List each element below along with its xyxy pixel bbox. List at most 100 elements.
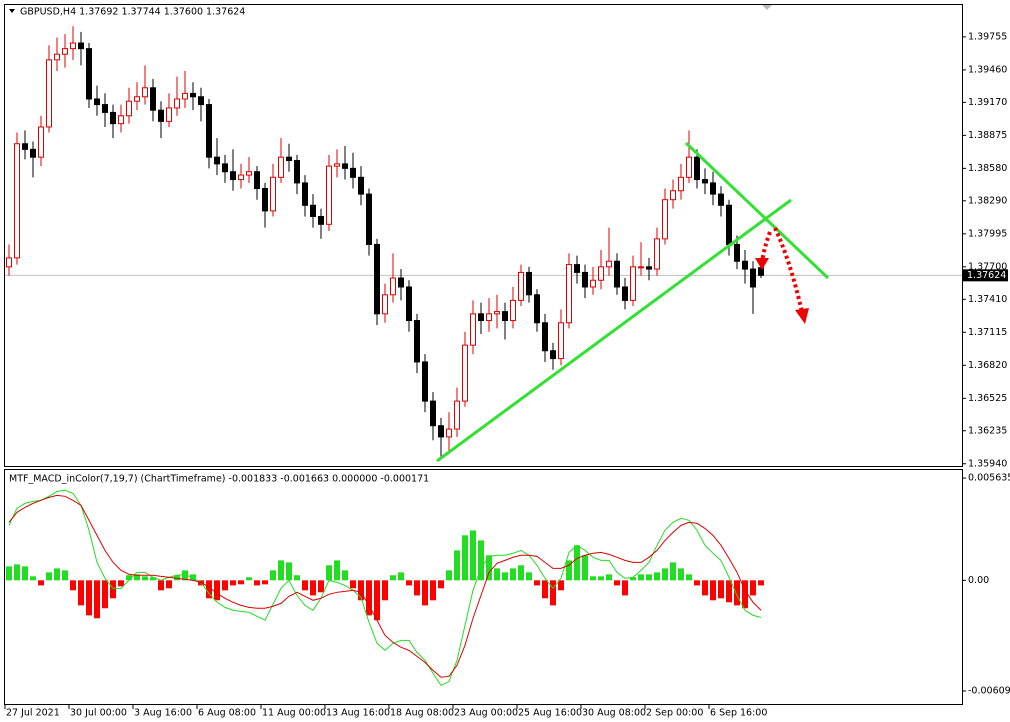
histogram-bar bbox=[758, 580, 764, 586]
histogram-bar bbox=[702, 580, 708, 596]
histogram-bar bbox=[430, 580, 436, 601]
candle-body bbox=[14, 143, 20, 259]
x-tick-label: 30 Aug 08:00 bbox=[582, 708, 646, 719]
macd-line bbox=[8, 494, 762, 678]
candle-body bbox=[142, 87, 148, 98]
histogram-bar bbox=[374, 580, 380, 621]
histogram-bar bbox=[54, 568, 60, 581]
histogram-bar bbox=[582, 555, 588, 581]
y-tick-label: 1.36235 bbox=[968, 425, 1007, 436]
candle-body bbox=[438, 425, 444, 438]
candle-body bbox=[470, 313, 476, 346]
histogram-bar bbox=[550, 580, 556, 606]
histogram-bar bbox=[526, 572, 532, 581]
histogram-bar bbox=[414, 580, 420, 596]
histogram-bar bbox=[262, 580, 268, 585]
candle-body bbox=[70, 42, 76, 50]
candle-body bbox=[486, 313, 492, 322]
histogram-bar bbox=[542, 580, 548, 599]
histogram-bar bbox=[422, 580, 428, 606]
histogram-bar bbox=[166, 580, 172, 589]
y-tick-label: 1.38580 bbox=[968, 163, 1007, 174]
candle-body bbox=[150, 87, 156, 111]
histogram-bar bbox=[38, 580, 44, 586]
histogram-bar bbox=[150, 577, 156, 581]
candle-body bbox=[630, 266, 636, 301]
histogram-bar bbox=[126, 575, 132, 581]
histogram-bar bbox=[214, 580, 220, 601]
y-tick-label: 1.39460 bbox=[968, 64, 1007, 75]
annotations bbox=[436, 141, 830, 463]
price-panel bbox=[4, 4, 963, 467]
histogram-bar bbox=[46, 572, 52, 581]
candle-body bbox=[614, 260, 620, 288]
x-tick-label: 11 Aug 00:00 bbox=[262, 708, 326, 719]
x-tick-label: 2 Sep 00:00 bbox=[646, 708, 703, 719]
candle-body bbox=[750, 268, 756, 288]
histogram-bar bbox=[22, 566, 28, 581]
candle-body bbox=[38, 126, 44, 158]
shift-marker bbox=[762, 5, 772, 10]
histogram-bar bbox=[6, 566, 12, 581]
candle-body bbox=[94, 98, 100, 106]
arrow-head bbox=[795, 308, 809, 324]
histogram-bar bbox=[494, 568, 500, 581]
histogram-bar bbox=[462, 535, 468, 581]
y-tick-label: 1.37115 bbox=[968, 327, 1007, 338]
candle-body bbox=[190, 92, 196, 98]
histogram-bar bbox=[622, 580, 628, 596]
y-tick-label: 1.38875 bbox=[968, 130, 1007, 141]
histogram-bar bbox=[438, 580, 444, 589]
candle-body bbox=[158, 109, 164, 122]
candle-body bbox=[598, 266, 604, 281]
histogram-bar bbox=[694, 580, 700, 586]
candle-body bbox=[638, 266, 644, 269]
candle-body bbox=[134, 96, 140, 102]
candle-body bbox=[398, 277, 404, 288]
histogram-bar bbox=[110, 580, 116, 599]
histogram-bar bbox=[350, 580, 356, 589]
arrow-long bbox=[773, 227, 804, 313]
candle-body bbox=[382, 294, 388, 315]
histogram-bar bbox=[606, 574, 612, 581]
candle-body bbox=[622, 286, 628, 301]
histogram-bar bbox=[566, 560, 572, 581]
menu-arrow[interactable] bbox=[9, 9, 15, 13]
candle-body bbox=[182, 92, 188, 100]
candle-body bbox=[286, 156, 292, 162]
histogram-bar bbox=[638, 574, 644, 581]
y-tick-label: 1.39755 bbox=[968, 31, 1007, 42]
histogram-bar bbox=[334, 560, 340, 581]
histogram-bar bbox=[406, 580, 412, 586]
candle-body bbox=[646, 266, 652, 270]
candle-body bbox=[102, 104, 108, 113]
y-tick-label: 1.39170 bbox=[968, 97, 1007, 108]
histogram-bar bbox=[366, 580, 372, 616]
candle-body bbox=[230, 171, 236, 181]
histogram-bar bbox=[726, 580, 732, 603]
resistance-trendline bbox=[684, 141, 830, 280]
histogram-bar bbox=[70, 580, 76, 591]
candle-body bbox=[526, 271, 532, 296]
candle-body bbox=[558, 322, 564, 360]
y-tick-label: 0.00 bbox=[968, 575, 989, 586]
histogram-bar bbox=[78, 580, 84, 606]
x-tick-label: 30 Jul 00:00 bbox=[70, 708, 127, 719]
y-tick-label: 1.37410 bbox=[968, 294, 1007, 305]
histogram-bar bbox=[470, 530, 476, 581]
y-tick-label: 1.35940 bbox=[968, 458, 1007, 469]
candle-body bbox=[462, 344, 468, 402]
candle-body bbox=[454, 400, 460, 430]
histogram-bar bbox=[558, 580, 564, 591]
histogram-bar bbox=[286, 562, 292, 581]
marks: 1.39755 1.39460 1.39170 1.38875 1.38580 1.382… bbox=[4, 26, 1010, 719]
x-tick-label: 25 Aug 16:00 bbox=[518, 708, 582, 719]
candle-body bbox=[734, 243, 740, 262]
histogram-bar bbox=[174, 575, 180, 581]
candle-body bbox=[214, 156, 220, 165]
candle-body bbox=[174, 98, 180, 109]
candle-body bbox=[550, 350, 556, 360]
x-tick-label: 13 Aug 16:00 bbox=[326, 708, 390, 719]
histogram-bar bbox=[478, 540, 484, 581]
histogram-bar bbox=[446, 570, 452, 581]
